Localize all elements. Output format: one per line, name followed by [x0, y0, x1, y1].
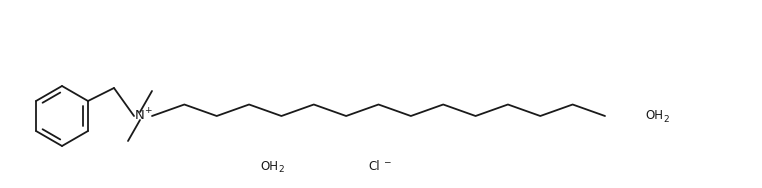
- Text: −: −: [383, 157, 391, 166]
- Text: 2: 2: [664, 115, 669, 124]
- Text: Cl: Cl: [368, 159, 379, 173]
- Text: OH: OH: [645, 109, 663, 123]
- Text: 2: 2: [278, 165, 284, 174]
- Text: +: +: [144, 106, 151, 115]
- Text: OH: OH: [260, 159, 278, 173]
- Text: N: N: [135, 109, 145, 123]
